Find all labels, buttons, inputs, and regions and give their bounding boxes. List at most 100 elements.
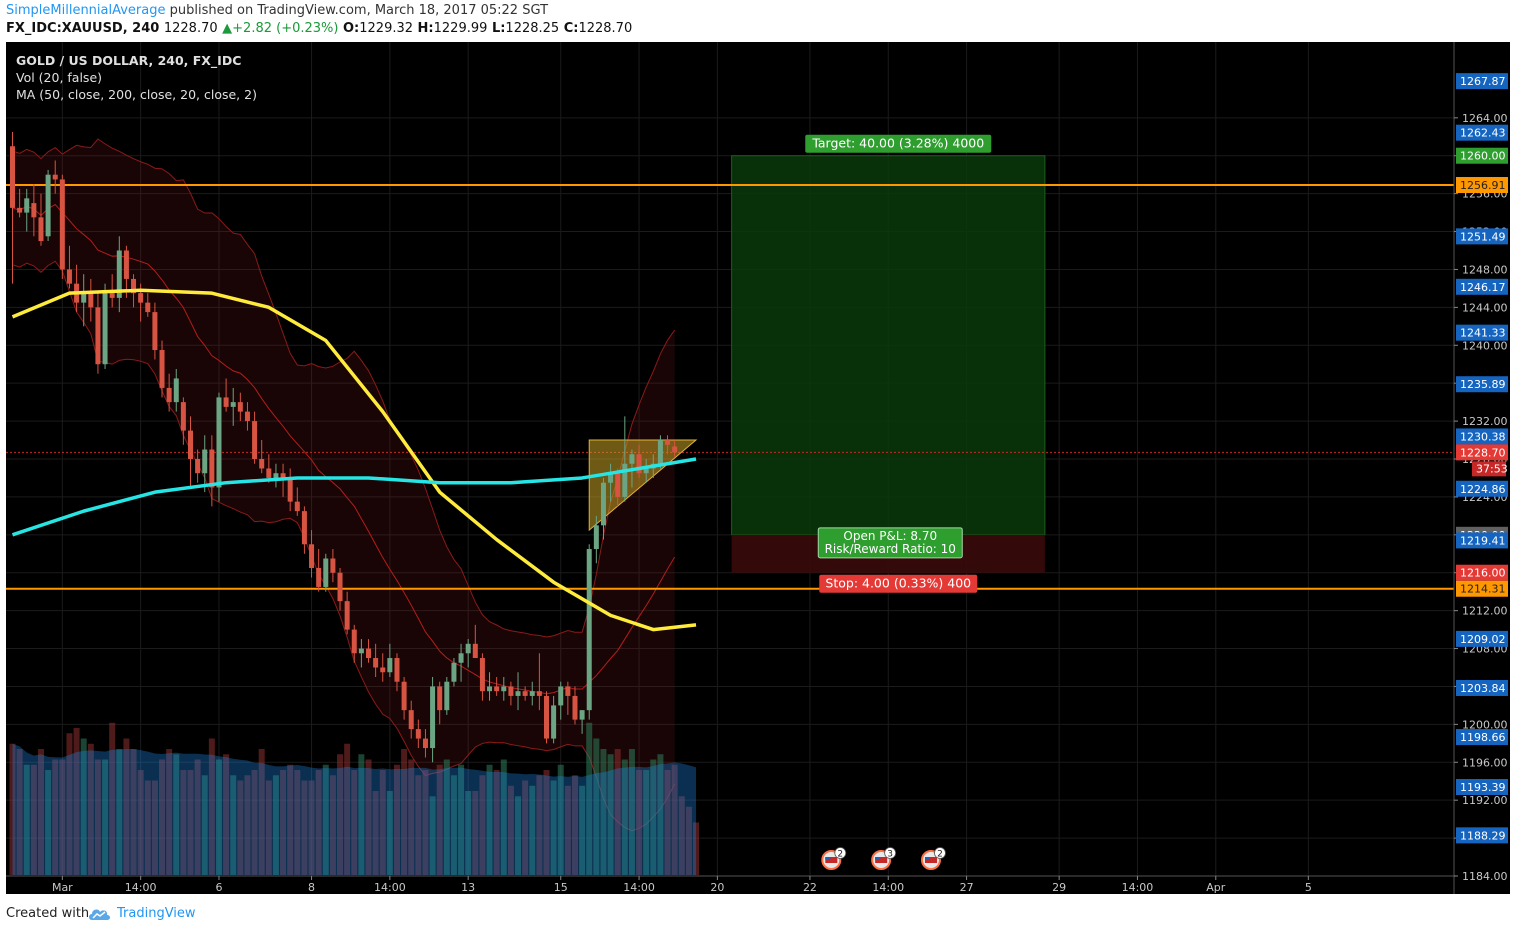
rr-text: Risk/Reward Ratio: 10 bbox=[825, 542, 956, 556]
volume-bar bbox=[550, 780, 557, 875]
candle bbox=[38, 193, 44, 246]
price-label-text: 1214.31 bbox=[1460, 583, 1506, 596]
candle-body bbox=[166, 387, 172, 403]
volume-bar bbox=[244, 775, 251, 875]
chart-area[interactable]: Target: 40.00 (3.28%) 4000 Stop: 4.00 (0.… bbox=[6, 42, 1510, 894]
volume-bar bbox=[258, 749, 265, 875]
publish-info: published on TradingView.com, March 18, … bbox=[165, 3, 549, 18]
volume-bar bbox=[529, 785, 536, 875]
candle-body bbox=[529, 691, 535, 696]
candle bbox=[366, 639, 371, 663]
candle-body bbox=[522, 691, 528, 696]
price-label-text: 1260.00 bbox=[1460, 150, 1506, 163]
candle bbox=[244, 402, 250, 431]
volume-bar bbox=[650, 759, 657, 875]
price-label-bg bbox=[1456, 376, 1508, 393]
volume-bar bbox=[73, 728, 80, 875]
candle-body bbox=[202, 449, 208, 474]
volume-bar bbox=[372, 791, 379, 875]
candle-body bbox=[88, 293, 94, 308]
candle-body bbox=[544, 695, 549, 739]
candle bbox=[173, 368, 179, 412]
flag-stripes bbox=[875, 857, 888, 863]
tradingview-link[interactable]: TradingView bbox=[117, 906, 196, 921]
price-label: 1256.91 bbox=[1456, 177, 1508, 194]
volume-bar bbox=[465, 791, 472, 875]
volume-bar bbox=[144, 780, 151, 875]
volume-bar bbox=[94, 759, 101, 875]
price-label-text: 1235.89 bbox=[1460, 378, 1506, 391]
candle-body bbox=[309, 544, 315, 568]
price-chart[interactable]: Target: 40.00 (3.28%) 4000 Stop: 4.00 (0.… bbox=[6, 42, 1510, 894]
volume-bar bbox=[322, 764, 329, 875]
volume-bar bbox=[315, 770, 322, 875]
volume-bar bbox=[109, 722, 116, 875]
candle bbox=[665, 435, 671, 455]
candle-body bbox=[66, 269, 72, 284]
price-label: 1267.87 bbox=[1456, 73, 1508, 90]
price-tick-label: 1200.00 bbox=[1462, 718, 1508, 731]
price-label-text: 1267.87 bbox=[1460, 75, 1506, 88]
candle bbox=[252, 411, 258, 464]
volume-bar bbox=[685, 806, 692, 875]
candle bbox=[31, 184, 37, 237]
candle bbox=[672, 440, 678, 457]
volume-bar bbox=[287, 764, 294, 875]
volume-bar bbox=[479, 775, 486, 875]
volume-bar bbox=[9, 743, 16, 875]
candle bbox=[202, 435, 208, 493]
candle-body bbox=[572, 695, 578, 720]
candle bbox=[415, 719, 421, 749]
price-label-text: 1203.84 bbox=[1460, 682, 1506, 695]
volume-bar bbox=[272, 775, 279, 875]
time-tick-label: 29 bbox=[1052, 881, 1066, 894]
price-label-bg bbox=[1456, 228, 1508, 245]
price-tick-label: 1248.00 bbox=[1462, 263, 1508, 276]
candle-body bbox=[465, 643, 471, 654]
candle-body bbox=[401, 681, 407, 711]
legend-volume: Vol (20, false) bbox=[16, 70, 103, 85]
price-label: 1230.38 bbox=[1456, 428, 1508, 445]
volume-bar bbox=[628, 749, 635, 875]
candle-body bbox=[387, 658, 393, 673]
volume-bar bbox=[522, 780, 529, 875]
candle-body bbox=[316, 567, 322, 587]
candle bbox=[188, 416, 193, 488]
countdown-text: 37:53 bbox=[1476, 462, 1508, 475]
price-tick-label: 1240.00 bbox=[1462, 339, 1508, 352]
candle-body bbox=[643, 468, 649, 474]
flag-canton bbox=[924, 857, 930, 860]
price-label: 1241.33 bbox=[1456, 324, 1508, 341]
author-link[interactable]: SimpleMillennialAverage bbox=[6, 3, 166, 18]
candle bbox=[522, 686, 528, 701]
candle bbox=[657, 435, 663, 469]
candle-body bbox=[109, 293, 115, 298]
price-label-text: 1219.41 bbox=[1460, 534, 1506, 547]
footer: Created with TradingView bbox=[0, 898, 1516, 932]
candle bbox=[451, 658, 457, 687]
price-label: 1214.31 bbox=[1456, 580, 1508, 597]
volume-bar bbox=[166, 749, 173, 875]
candle-body bbox=[159, 350, 165, 388]
candle bbox=[373, 643, 379, 677]
volume-bar bbox=[180, 770, 187, 875]
volume-bar bbox=[450, 775, 457, 875]
chart-header: SimpleMillennialAverage published on Tra… bbox=[0, 0, 1516, 42]
ma200-line bbox=[11, 457, 697, 537]
candle-body bbox=[152, 312, 158, 351]
candle-body bbox=[123, 250, 129, 279]
close-label: C: bbox=[563, 21, 579, 36]
volume-bar bbox=[586, 722, 593, 875]
volume-bar bbox=[16, 749, 23, 875]
volume-bar bbox=[401, 749, 408, 875]
volume-bar bbox=[600, 749, 607, 875]
candle-body bbox=[237, 402, 243, 412]
flag-canton bbox=[875, 857, 881, 860]
candle-body bbox=[95, 307, 101, 365]
candle bbox=[558, 681, 564, 720]
bollinger-band-fill bbox=[12, 139, 675, 831]
event-marker: 2 bbox=[920, 847, 946, 870]
event-marker: 3 bbox=[871, 847, 897, 870]
candle-body bbox=[380, 667, 386, 673]
candle-body bbox=[636, 454, 642, 474]
